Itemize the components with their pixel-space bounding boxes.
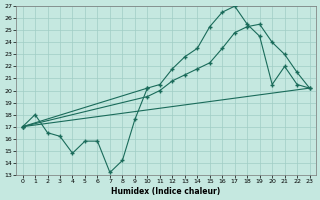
X-axis label: Humidex (Indice chaleur): Humidex (Indice chaleur) <box>111 187 221 196</box>
